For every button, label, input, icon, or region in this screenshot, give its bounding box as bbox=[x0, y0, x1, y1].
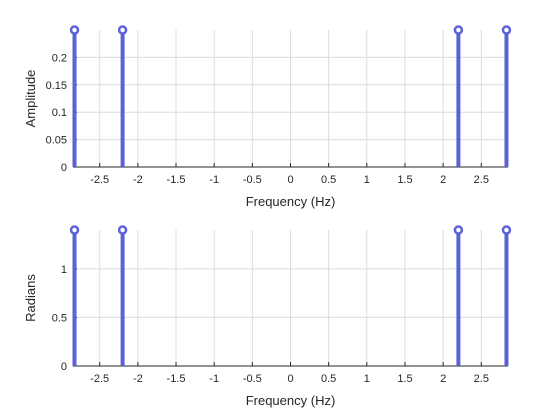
plot2-y-tick-label: 0.5 bbox=[52, 312, 67, 324]
plot1-y-axis-label: Amplitude bbox=[23, 70, 38, 128]
plot2-y-tick-label: 0 bbox=[61, 361, 67, 373]
plot2-x-tick-label: -2 bbox=[133, 373, 143, 385]
plot1-y-tick-label: 0.15 bbox=[46, 80, 67, 92]
plot2-stem-marker bbox=[69, 225, 80, 235]
plot1-x-tick-label: 2 bbox=[440, 174, 446, 186]
plot2-x-tick-label: 2.5 bbox=[474, 373, 489, 385]
plot1-y-tick-label: 0 bbox=[61, 162, 67, 174]
plot2-x-tick-label: -1.5 bbox=[167, 373, 186, 385]
plot2-stem-marker bbox=[117, 225, 128, 235]
plot1-x-axis-label: Frequency (Hz) bbox=[246, 194, 336, 209]
plot2-x-tick-label: 1.5 bbox=[397, 373, 412, 385]
plot2-x-tick-label: -1 bbox=[209, 373, 219, 385]
plot1-stem-marker bbox=[453, 25, 464, 35]
plot2-stem-marker bbox=[501, 225, 512, 235]
plot2-x-tick-label: 1 bbox=[364, 373, 370, 385]
plot2-x-tick-label: -2.5 bbox=[90, 373, 109, 385]
plot1-x-tick-label: 0 bbox=[287, 174, 293, 186]
plot1-stem-marker bbox=[117, 25, 128, 35]
plot2-x-tick-label: -0.5 bbox=[243, 373, 262, 385]
plot1-x-tick-label: -0.5 bbox=[243, 174, 262, 186]
plot2-x-axis-label: Frequency (Hz) bbox=[246, 393, 336, 408]
plot2-x-tick-label: 2 bbox=[440, 373, 446, 385]
plot1-x-tick-label: 1.5 bbox=[397, 174, 412, 186]
plot1-y-tick-label: 0.2 bbox=[52, 52, 67, 64]
plot1-x-tick-label: 2.5 bbox=[474, 174, 489, 186]
plot1-x-tick-label: -2 bbox=[133, 174, 143, 186]
plot1-stem-marker bbox=[501, 25, 512, 35]
plot1-x-tick-label: -1.5 bbox=[167, 174, 186, 186]
plot2-stem-marker bbox=[453, 225, 464, 235]
plot1-x-tick-label: -2.5 bbox=[90, 174, 109, 186]
plot1-stem-marker bbox=[69, 25, 80, 35]
plot1-x-tick-label: -1 bbox=[209, 174, 219, 186]
plot2-x-tick-label: 0 bbox=[287, 373, 293, 385]
plot2-y-axis-label: Radians bbox=[23, 274, 38, 322]
plot2-y-tick-label: 1 bbox=[61, 264, 67, 276]
plot1-y-tick-label: 0.1 bbox=[52, 107, 67, 119]
plot1-x-tick-label: 1 bbox=[364, 174, 370, 186]
plot2-x-tick-label: 0.5 bbox=[321, 373, 336, 385]
plot1-y-tick-label: 0.05 bbox=[46, 135, 67, 147]
plot1-x-tick-label: 0.5 bbox=[321, 174, 336, 186]
